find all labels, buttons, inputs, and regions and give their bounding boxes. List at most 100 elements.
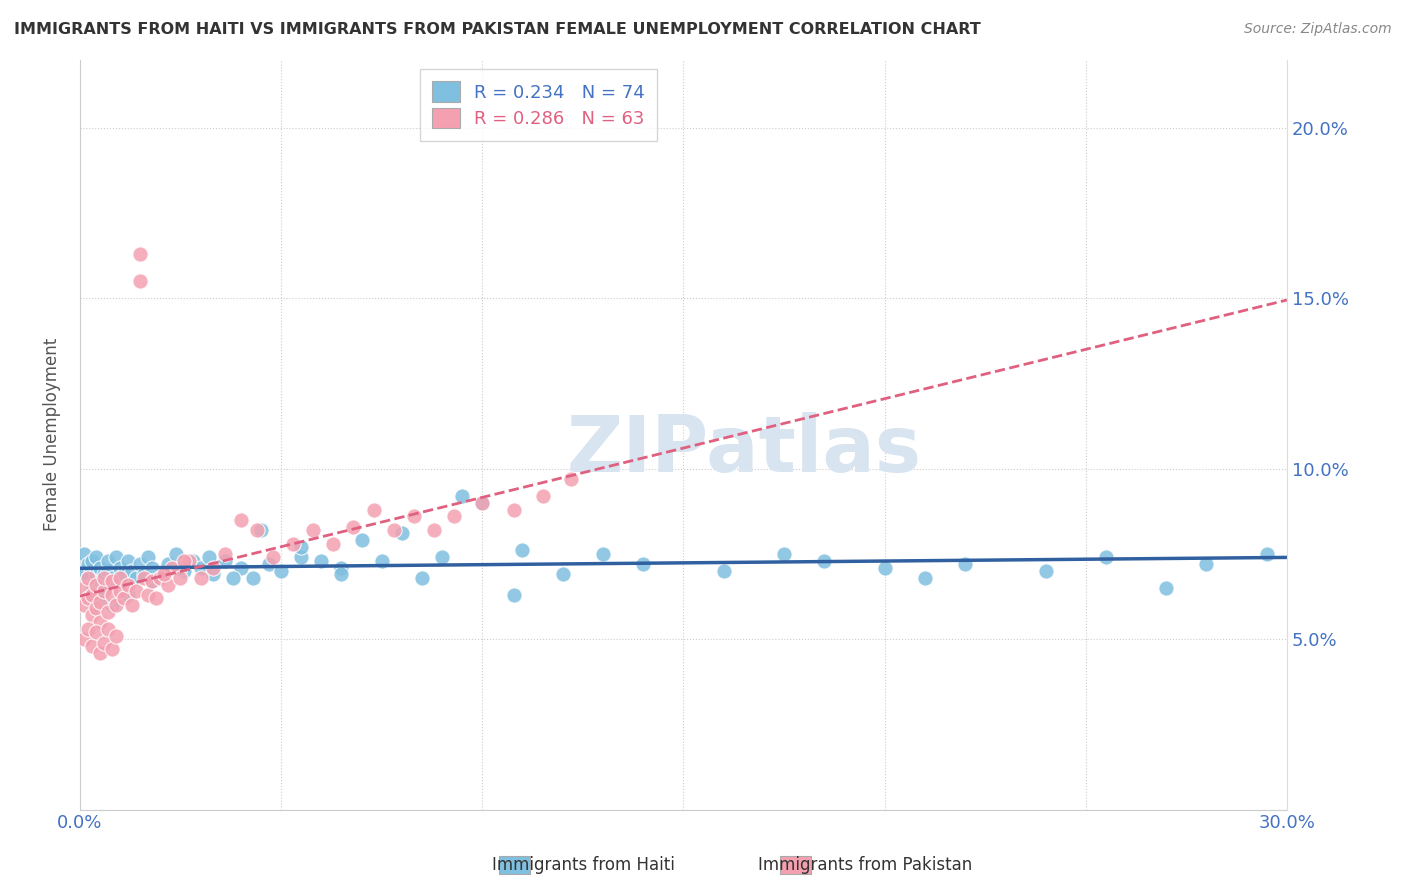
Point [169, 571, 191, 585]
Point [1095, 550, 1118, 565]
Point [330, 567, 353, 582]
Point [121, 564, 143, 578]
Point [134, 567, 156, 582]
Point [713, 564, 735, 578]
Point [551, 567, 574, 582]
Point [214, 547, 236, 561]
Point [141, 560, 163, 574]
Point [370, 554, 392, 568]
Point [97, 605, 120, 619]
Point [914, 571, 936, 585]
Point [108, 560, 131, 574]
Point [592, 547, 614, 561]
Point [1256, 547, 1278, 561]
Point [80, 608, 103, 623]
Point [181, 554, 204, 568]
Text: Immigrants from Pakistan: Immigrants from Pakistan [758, 855, 972, 873]
Point [108, 584, 131, 599]
Point [117, 588, 139, 602]
Point [250, 523, 273, 537]
Point [471, 496, 494, 510]
Point [97, 622, 120, 636]
Point [222, 571, 245, 585]
Point [281, 536, 304, 550]
Point [89, 615, 111, 629]
Point [93, 635, 115, 649]
Point [121, 598, 143, 612]
Point [73, 598, 96, 612]
Point [330, 560, 353, 574]
Point [391, 526, 413, 541]
Point [73, 581, 96, 595]
Point [157, 557, 180, 571]
Point [93, 584, 115, 599]
Point [84, 625, 107, 640]
Point [101, 588, 124, 602]
Text: Immigrants from Haiti: Immigrants from Haiti [492, 855, 675, 873]
Point [97, 564, 120, 578]
Y-axis label: Female Unemployment: Female Unemployment [44, 338, 60, 532]
Point [363, 502, 385, 516]
Point [89, 560, 111, 574]
Point [108, 574, 131, 589]
Point [149, 571, 172, 585]
Point [129, 557, 152, 571]
Point [190, 571, 212, 585]
Point [125, 584, 148, 599]
Point [129, 274, 152, 288]
Point [177, 554, 200, 568]
Point [80, 577, 103, 591]
Point [229, 560, 252, 574]
Point [1195, 557, 1218, 571]
Point [101, 642, 124, 657]
Point [214, 554, 236, 568]
Point [73, 547, 96, 561]
Point [531, 489, 554, 503]
Point [89, 594, 111, 608]
Point [73, 564, 96, 578]
Point [257, 557, 280, 571]
Point [242, 571, 264, 585]
Point [1154, 581, 1177, 595]
Point [80, 588, 103, 602]
Point [201, 567, 224, 582]
Point [136, 588, 159, 602]
Point [197, 550, 219, 565]
Point [149, 571, 172, 585]
Point [112, 567, 135, 582]
Point [270, 564, 292, 578]
Point [173, 554, 195, 568]
Point [101, 571, 124, 585]
Point [290, 550, 312, 565]
Point [105, 550, 128, 565]
Point [503, 588, 526, 602]
Point [1035, 564, 1057, 578]
Point [157, 577, 180, 591]
Point [93, 567, 115, 582]
Text: Source: ZipAtlas.com: Source: ZipAtlas.com [1244, 22, 1392, 37]
Point [77, 622, 100, 636]
Point [451, 489, 474, 503]
Point [101, 598, 124, 612]
Point [112, 591, 135, 606]
Point [97, 554, 120, 568]
Point [873, 560, 896, 574]
Point [136, 550, 159, 565]
Point [89, 646, 111, 660]
Point [162, 560, 184, 574]
Point [117, 554, 139, 568]
Point [77, 557, 100, 571]
Point [141, 574, 163, 589]
Text: ZIPatlas: ZIPatlas [567, 411, 921, 488]
Point [430, 550, 453, 565]
Point [84, 577, 107, 591]
Legend: R = 0.234   N = 74, R = 0.286   N = 63: R = 0.234 N = 74, R = 0.286 N = 63 [420, 69, 658, 141]
Point [262, 550, 284, 565]
Point [173, 564, 195, 578]
Point [560, 472, 582, 486]
Point [165, 547, 187, 561]
Point [773, 547, 796, 561]
Point [423, 523, 446, 537]
Point [134, 571, 156, 585]
Point [80, 554, 103, 568]
